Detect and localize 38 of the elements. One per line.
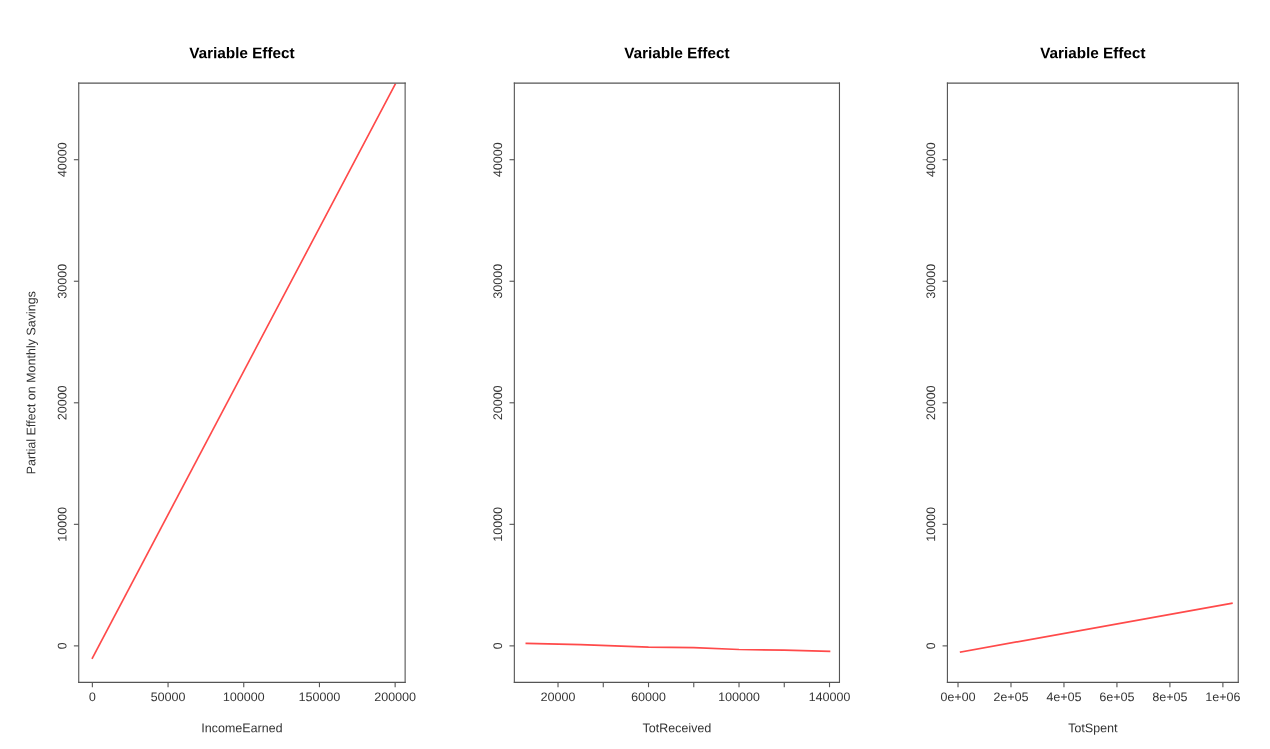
x-tick-label: 100000 [719, 692, 760, 702]
y-tick-label: 20000 [57, 385, 67, 420]
y-tick-label: 30000 [57, 264, 67, 299]
x-tick-label: 6e+05 [1100, 692, 1134, 702]
x-tick-label: 200000 [374, 692, 416, 702]
chart-title: Variable Effect [624, 47, 730, 59]
y-tick-label: 10000 [926, 507, 936, 541]
line-series [525, 642, 831, 653]
y-tick-label: 0 [57, 642, 67, 649]
x-axis-title: IncomeEarned [202, 723, 282, 733]
x-tick-label: 140000 [809, 692, 850, 702]
y-tick-label: 40000 [57, 142, 67, 177]
x-tick-label: 50000 [151, 692, 185, 702]
x-tick-label: 150000 [299, 692, 340, 702]
y-tick-label: 40000 [926, 142, 936, 177]
y-tick-label: 10000 [57, 507, 67, 541]
y-tick-label: 0 [493, 642, 503, 649]
y-tick-label: 10000 [493, 507, 503, 541]
x-tick-label: 2e+05 [994, 692, 1029, 702]
chart-title: Variable Effect [189, 47, 295, 59]
x-tick-label: 0 [89, 692, 96, 702]
y-tick-label: 0 [926, 642, 936, 649]
x-tick-label: 4e+05 [1046, 692, 1081, 702]
y-tick-label: 30000 [493, 264, 503, 299]
x-tick-label: 1e+06 [1206, 692, 1240, 702]
y-tick-label: 40000 [493, 142, 503, 177]
y-tick-label: 30000 [926, 264, 936, 299]
y-tick-label: 20000 [926, 385, 936, 420]
x-tick-label: 0e+00 [940, 692, 976, 702]
x-tick-label: 60000 [631, 692, 666, 702]
x-axis-title: TotReceived [642, 723, 711, 733]
chart-title: Variable Effect [1040, 47, 1146, 59]
y-axis-title: Partial Effect on Monthly Savings [26, 291, 38, 474]
x-tick-label: 100000 [223, 692, 265, 702]
x-tick-label: 8e+05 [1152, 692, 1187, 702]
x-axis-title: TotSpent [1068, 723, 1118, 735]
x-tick-label: 20000 [541, 692, 575, 702]
y-tick-label: 20000 [493, 385, 503, 420]
